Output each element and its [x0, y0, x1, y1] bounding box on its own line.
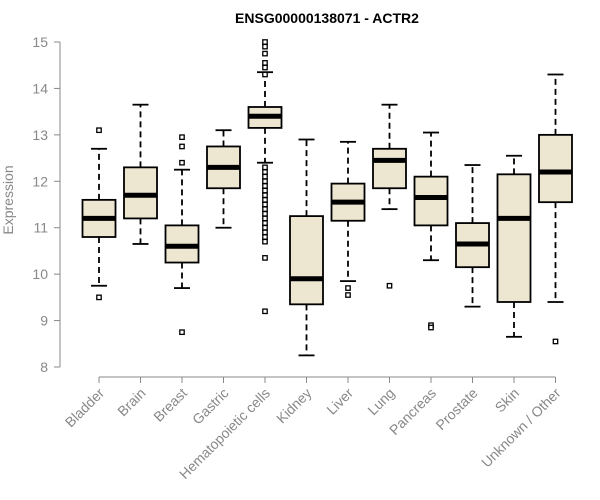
outlier-point	[262, 50, 268, 57]
outlier-point	[262, 308, 268, 315]
outlier-point	[262, 43, 268, 50]
outlier-point	[262, 178, 268, 185]
outlier-point	[262, 169, 268, 175]
outlier-point	[386, 282, 393, 289]
box-hematopoietic-cells	[247, 39, 283, 315]
outlier-point	[262, 173, 268, 180]
box-pancreas	[413, 131, 449, 331]
outlier-point	[262, 60, 268, 66]
iqr-box	[289, 215, 324, 306]
y-tick-label: 9	[40, 313, 48, 329]
box-prostate	[455, 164, 490, 308]
y-tick-label: 14	[32, 80, 48, 96]
iqr-box	[538, 133, 573, 204]
y-tick-label: 11	[33, 220, 48, 236]
iqr-box	[496, 173, 532, 303]
y-tick-label: 8	[40, 359, 48, 375]
y-axis-label: Expression	[0, 165, 16, 234]
box-series	[81, 39, 573, 357]
iqr-box	[372, 147, 407, 190]
outlier-point	[262, 206, 268, 212]
outlier-point	[262, 71, 268, 78]
outlier-point	[262, 187, 268, 194]
outlier-point	[262, 220, 268, 226]
outlier-point	[262, 192, 268, 199]
box-gastric	[206, 129, 241, 229]
x-tick-label: Prostate	[432, 385, 480, 433]
outlier-point	[179, 143, 185, 150]
box-kidney	[289, 138, 324, 357]
x-tick-label: Kidney	[273, 385, 315, 427]
outlier-point	[262, 164, 268, 171]
y-axis: 8 9 10 11 12 13 14 15	[32, 34, 61, 375]
y-tick-label: 12	[32, 173, 48, 189]
box-breast	[164, 134, 200, 336]
outlier-point	[262, 255, 268, 261]
outlier-point	[179, 134, 185, 141]
x-tick-label: Breast	[150, 385, 190, 425]
outlier-point	[262, 201, 268, 208]
x-tick-label: Skin	[492, 385, 523, 416]
box-lung	[372, 103, 407, 289]
x-tick-label: Unknown / Other	[478, 385, 564, 471]
outlier-point	[96, 127, 102, 134]
outlier-point	[262, 215, 268, 222]
outlier-point	[96, 294, 102, 301]
iqr-box	[413, 175, 449, 227]
x-tick-label: Brain	[114, 385, 148, 419]
box-liver	[330, 140, 366, 298]
outlier-point	[262, 234, 268, 240]
outlier-point	[428, 324, 434, 331]
outlier-point	[345, 285, 351, 291]
x-tick-label: Liver	[323, 385, 356, 418]
y-tick-label: 15	[32, 34, 48, 50]
outlier-point	[179, 159, 185, 166]
outlier-point	[345, 292, 351, 298]
outlier-point	[262, 39, 268, 45]
box-bladder	[81, 127, 117, 301]
outlier-point	[262, 183, 268, 189]
x-tick-label: Bladder	[62, 385, 108, 431]
box-skin	[496, 154, 532, 338]
outlier-point	[262, 64, 268, 71]
outlier-point	[552, 338, 559, 345]
y-tick-label: 13	[32, 127, 48, 143]
outlier-point	[262, 229, 268, 236]
outlier-point	[262, 238, 268, 245]
box-unknown-other	[538, 73, 573, 345]
outlier-point	[262, 224, 268, 231]
outlier-point	[179, 329, 185, 336]
y-tick-label: 10	[32, 266, 48, 282]
box-brain	[123, 103, 158, 245]
outlier-point	[262, 210, 268, 217]
outlier-point	[262, 197, 268, 203]
chart-title: ENSG00000138071 - ACTR2	[235, 10, 419, 26]
x-tick-label: Lung	[364, 385, 397, 418]
